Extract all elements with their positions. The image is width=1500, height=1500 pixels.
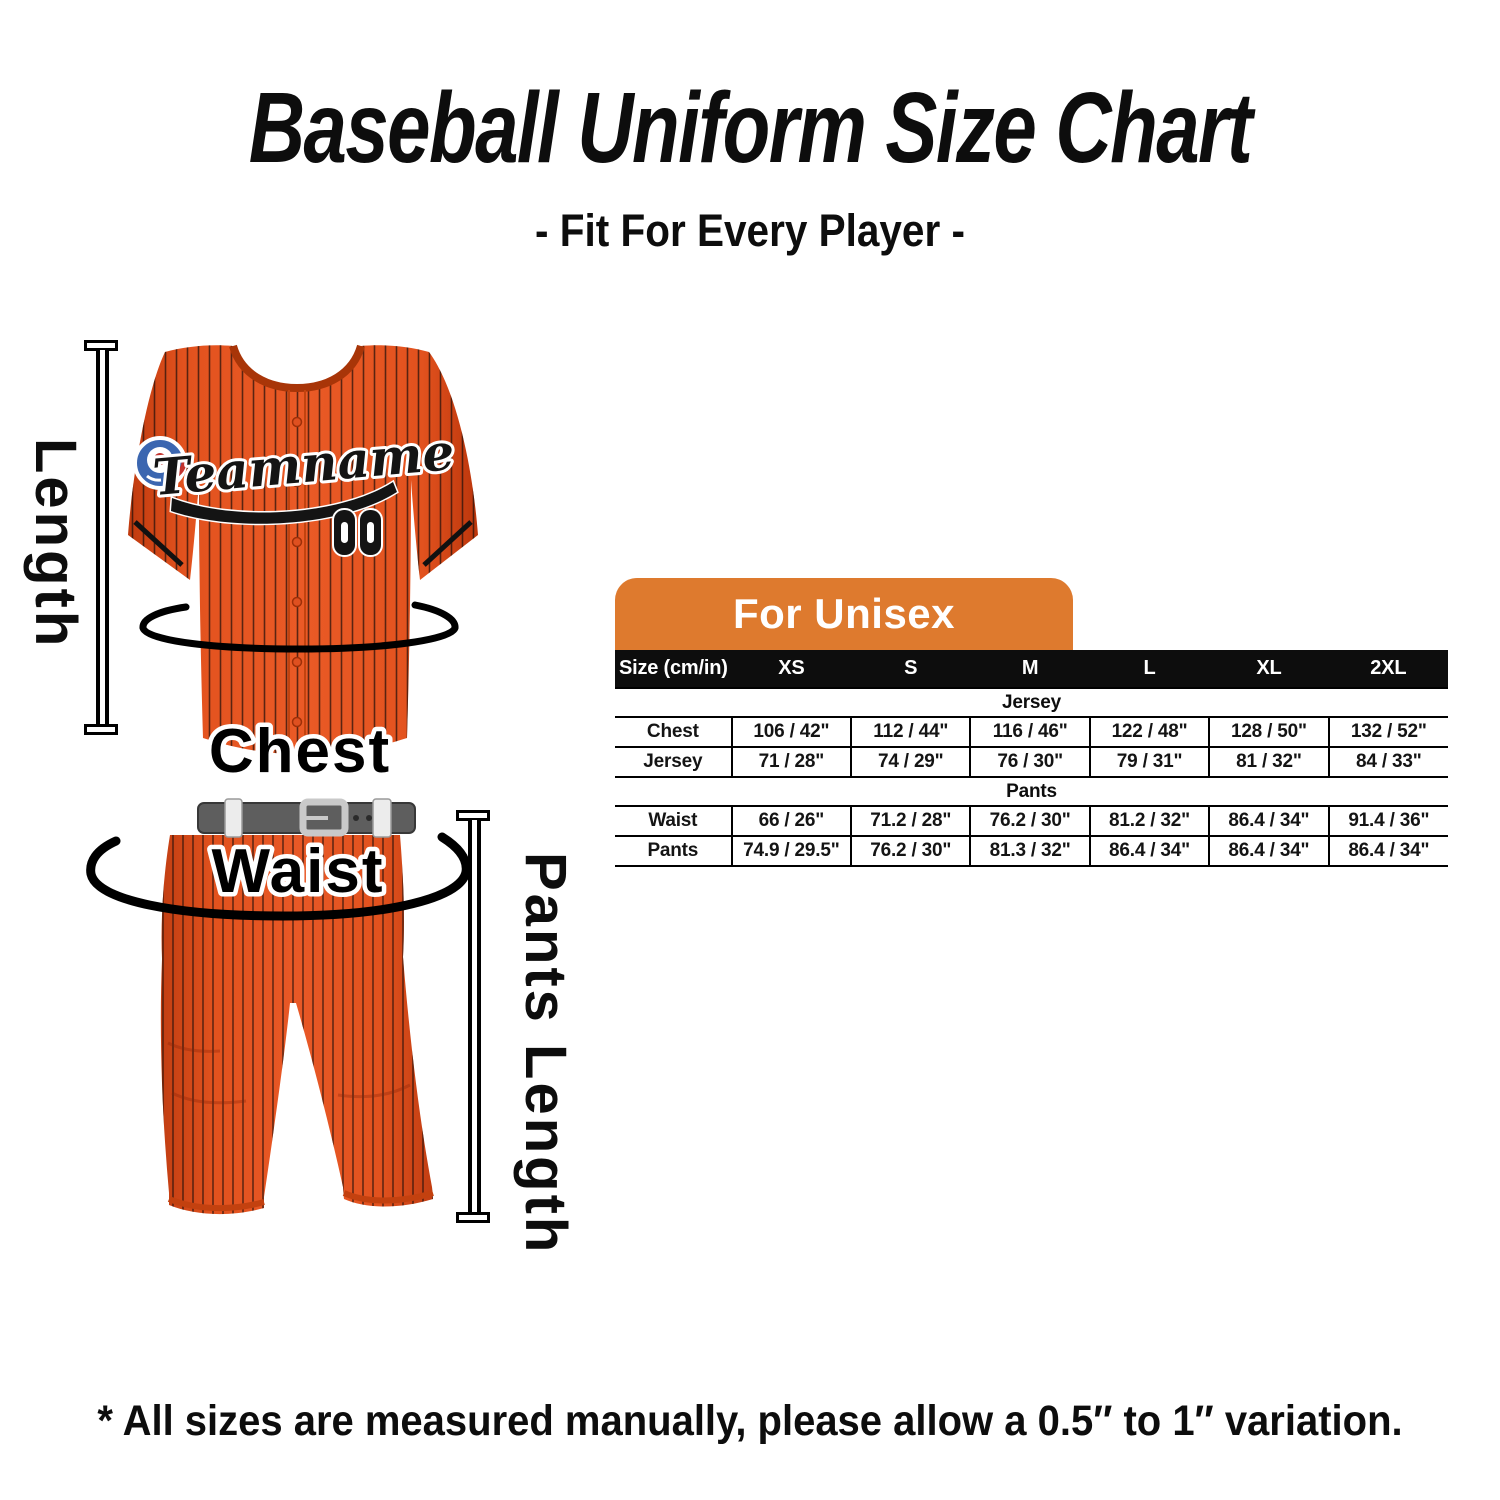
pants-silhouette <box>160 798 434 1215</box>
table-cell: 81.3 / 32" <box>969 836 1090 867</box>
jersey-collar <box>229 344 365 393</box>
size-table: Size (cm/in) XS S M L XL 2XL Jersey Ches… <box>615 650 1448 867</box>
pants-length-bar-bottom-cap <box>456 1212 490 1223</box>
right-cuff-stripe <box>422 520 473 567</box>
size-table-title: For Unisex <box>732 590 956 637</box>
section-row-jersey: Jersey <box>615 687 1448 718</box>
table-cell: 76.2 / 30" <box>969 806 1090 837</box>
table-cell: 86.4 / 34" <box>1208 836 1329 867</box>
left-cuff-band <box>167 1196 265 1211</box>
waist-measure-arc <box>86 832 471 921</box>
table-cell: 74 / 29" <box>850 747 971 778</box>
table-row-chest: Chest 106 / 42" 112 / 44" 116 / 46" 122 … <box>615 717 1448 748</box>
waist-label: Waist <box>211 837 384 906</box>
section-row-pants: Pants <box>615 776 1448 807</box>
table-cell: 66 / 26" <box>730 806 852 837</box>
pants-image <box>160 798 434 1215</box>
jersey-image: Teamname <box>128 344 478 755</box>
header-m: M <box>970 650 1090 688</box>
page-subtitle: - Fit For Every Player - <box>535 205 965 256</box>
table-cell: 132 / 52" <box>1327 717 1448 748</box>
table-cell: 84 / 33" <box>1327 747 1448 778</box>
chest-label: Chest <box>209 717 391 786</box>
table-row-jersey: Jersey 71 / 28" 74 / 29" 76 / 30" 79 / 3… <box>615 747 1448 778</box>
row-label: Waist <box>615 806 732 837</box>
row-label: Chest <box>615 717 732 748</box>
pants-length-bar <box>468 820 481 1214</box>
header-xs: XS <box>731 650 852 688</box>
size-table-section: For Unisex Size (cm/in) XS S M L XL 2XL <box>615 578 1448 867</box>
row-label: Pants <box>615 836 732 867</box>
table-cell: 112 / 44" <box>850 717 971 748</box>
table-cell: 71 / 28" <box>730 747 852 778</box>
table-cell: 116 / 46" <box>969 717 1090 748</box>
table-cell: 86.4 / 34" <box>1327 836 1448 867</box>
pants-wrinkles <box>167 1041 411 1105</box>
table-cell: 128 / 50" <box>1208 717 1329 748</box>
size-table-title-tab: For Unisex <box>615 578 1073 650</box>
header-xl: XL <box>1209 650 1329 688</box>
header-s: S <box>851 650 971 688</box>
jersey-buttons <box>291 416 303 728</box>
belt-loop-left <box>224 798 243 838</box>
row-label: Jersey <box>615 747 732 778</box>
table-cell: 86.4 / 34" <box>1208 806 1329 837</box>
right-cuff-band <box>342 1190 434 1204</box>
left-cuff-stripe <box>133 520 184 567</box>
header-size-unit: Size (cm/in) <box>615 650 732 688</box>
length-bar <box>96 350 109 728</box>
table-cell: 106 / 42" <box>730 717 852 748</box>
measurement-disclaimer: * All sizes are measured manually, pleas… <box>97 1397 1403 1445</box>
table-cell: 81 / 32" <box>1208 747 1329 778</box>
table-cell: 74.9 / 29.5" <box>730 836 852 867</box>
jersey-placket <box>288 390 306 744</box>
section-label: Pants <box>615 776 1448 807</box>
page-title: Baseball Uniform Size Chart <box>248 72 1253 184</box>
header-2xl: 2XL <box>1328 650 1448 688</box>
length-bar-bottom-cap <box>84 724 118 735</box>
table-row-waist: Waist 66 / 26" 71.2 / 28" 76.2 / 30" 81.… <box>615 806 1448 837</box>
length-bar-top-cap <box>84 340 118 351</box>
table-cell: 122 / 48" <box>1088 717 1210 748</box>
pants-length-bar-top-cap <box>456 810 490 821</box>
sleeve-patch <box>133 436 187 490</box>
length-label: Length <box>23 438 88 650</box>
table-cell: 86.4 / 34" <box>1088 836 1210 867</box>
size-header-row: Size (cm/in) XS S M L XL 2XL <box>615 650 1448 688</box>
table-cell: 76.2 / 30" <box>850 836 971 867</box>
pants-belt <box>197 798 416 838</box>
pants-length-label: Pants Length <box>513 852 578 1256</box>
table-row-pants: Pants 74.9 / 29.5" 76.2 / 30" 81.3 / 32"… <box>615 836 1448 867</box>
chest-measure-arc <box>139 601 459 653</box>
table-cell: 81.2 / 32" <box>1088 806 1210 837</box>
table-cell: 91.4 / 36" <box>1327 806 1448 837</box>
table-cell: 76 / 30" <box>969 747 1090 778</box>
header-l: L <box>1089 650 1210 688</box>
section-label: Jersey <box>615 687 1448 718</box>
jersey-silhouette: Teamname <box>128 344 478 755</box>
belt-loop-right <box>372 798 392 838</box>
table-cell: 79 / 31" <box>1088 747 1210 778</box>
table-cell: 71.2 / 28" <box>850 806 971 837</box>
jersey-number <box>332 508 383 557</box>
